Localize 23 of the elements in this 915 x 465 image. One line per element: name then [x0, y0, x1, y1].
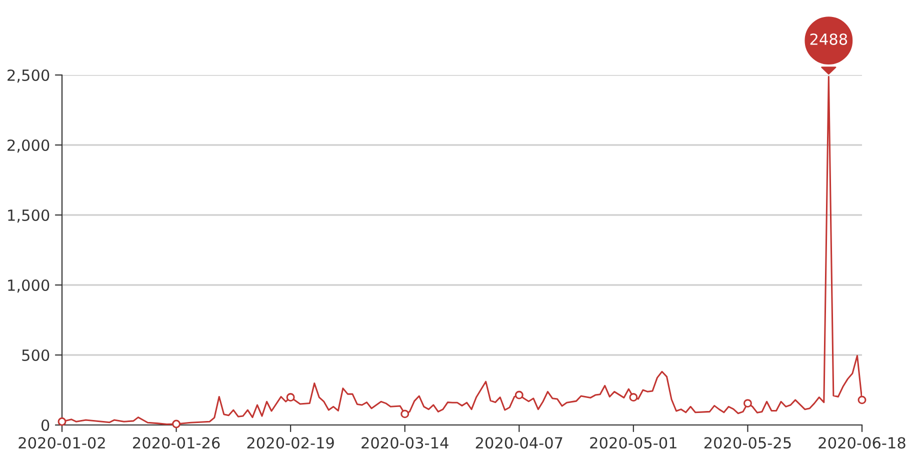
- x-tick-label: 2020-01-02: [18, 437, 105, 449]
- point: [400, 410, 410, 418]
- annotation: 2488: [810, 33, 848, 45]
- y-tick-label: 2,000: [8, 139, 50, 153]
- point: [172, 420, 181, 428]
- y-tick-label: 500: [22, 349, 50, 362]
- x-tick-label: 2020-02-19: [247, 437, 334, 449]
- x-tick-label: 2020-01-26: [133, 437, 220, 449]
- point: [514, 390, 524, 400]
- y-tick-label: 1,500: [8, 209, 50, 223]
- x-tick-label: 2020-05-01: [590, 437, 676, 449]
- x-tick-label: 2020-06-18: [818, 437, 906, 449]
- point: [58, 417, 66, 426]
- y-tick-label: 1,000: [8, 279, 50, 293]
- y-tick-label: 0: [41, 419, 50, 432]
- point: [286, 393, 295, 402]
- point: [629, 393, 638, 402]
- x-tick-label: 2020-03-14: [362, 437, 448, 449]
- x-tick-label: 2020-04-07: [476, 437, 562, 449]
- point: [743, 399, 752, 408]
- point: [858, 396, 866, 404]
- x-tick-label: 2020-05-25: [704, 437, 791, 449]
- y-tick-label: 2,500: [8, 69, 50, 83]
